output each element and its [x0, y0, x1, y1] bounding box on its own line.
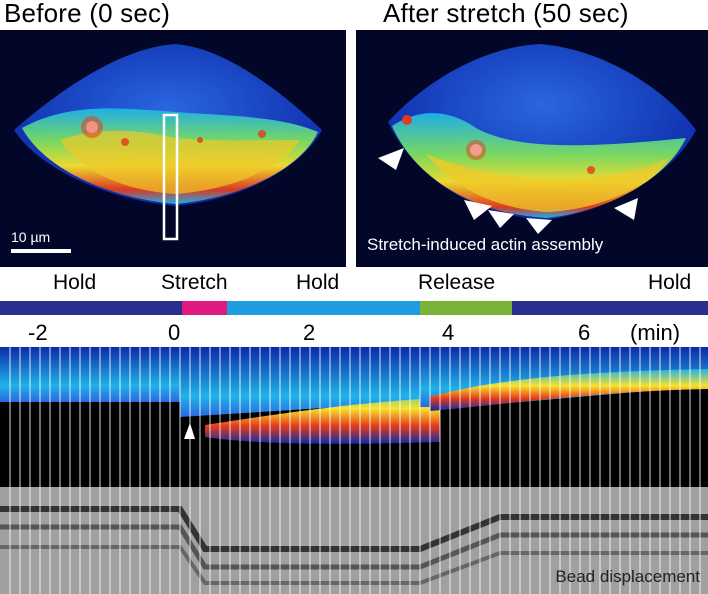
bead-displacement-label: Bead displacement [555, 567, 700, 586]
tick-2: 2 [303, 320, 316, 345]
scale-bar-label: 10 µm [11, 229, 51, 245]
before-title: Before (0 sec) [4, 0, 171, 28]
tick-4: 4 [442, 320, 455, 345]
phase-label-stretch: Stretch [161, 271, 228, 294]
after-cell-image [378, 44, 696, 234]
phase-bar-hold-2 [227, 301, 420, 315]
phase-bar-stretch [182, 301, 227, 315]
before-image-panel: 10 µm [0, 30, 346, 267]
after-caption: Stretch-induced actin assembly [367, 235, 604, 254]
phase-label-hold-1: Hold [53, 271, 97, 294]
time-unit: (min) [630, 320, 681, 345]
phase-bar-hold-3 [512, 301, 708, 315]
tick-6: 6 [578, 320, 591, 345]
after-image-panel: Stretch-induced actin assembly [356, 30, 708, 267]
bead-kymograph-image [0, 487, 708, 594]
bead-displacement-panel: Bead displacement [0, 487, 708, 594]
phase-bar-hold-1 [0, 301, 182, 315]
after-title: After stretch (50 sec) [383, 0, 629, 28]
actin-kymograph [0, 347, 708, 487]
before-cell-image [11, 44, 322, 253]
phase-label-hold-3: Hold [648, 271, 692, 294]
phase-label-hold-2: Hold [296, 271, 340, 294]
phase-label-release: Release [418, 271, 496, 294]
kymograph-image [0, 347, 708, 487]
tick-0: 0 [168, 320, 181, 345]
tick-minus-2: -2 [28, 320, 48, 345]
phase-bar-release [420, 301, 512, 315]
